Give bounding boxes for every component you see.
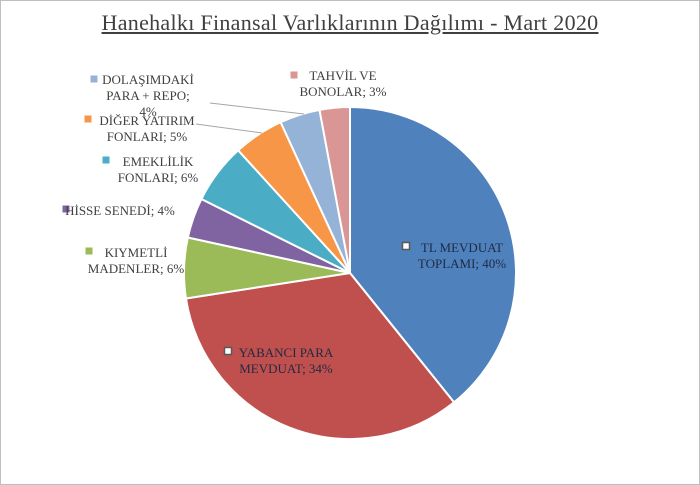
- leader-line: [209, 102, 305, 115]
- pie-slice-tl-mevduat: [349, 105, 517, 404]
- data-label-line: EMEKLİLİK: [123, 154, 194, 169]
- data-label-line: DİĞER YATIRIM: [99, 113, 195, 128]
- legend-key-marker: [223, 346, 233, 356]
- data-label-hisse-senedi: HİSSE SENEDİ; 4%: [62, 203, 175, 218]
- data-label-line: BONOLAR; 3%: [299, 84, 386, 99]
- legend-key-marker: [102, 156, 110, 164]
- data-label-line: PARA + REPO;: [106, 88, 189, 103]
- data-label-line: FONLARI; 5%: [107, 129, 188, 144]
- data-label-line: HİSSE SENEDİ; 4%: [65, 203, 175, 218]
- data-label-yabanci-para-mevduat: YABANCI PARA MEVDUAT; 34%: [223, 345, 334, 376]
- data-label-line: FONLARI; 6%: [118, 170, 199, 185]
- data-label-text: YABANCI PARA MEVDUAT; 34%: [239, 345, 334, 376]
- data-label-line: MADENLER; 6%: [88, 261, 185, 276]
- legend-key-marker: [85, 247, 93, 255]
- data-label-text: EMEKLİLİK FONLARI; 6%: [118, 154, 199, 185]
- data-label-text: DOLAŞIMDAKİ PARA + REPO; 4%: [102, 72, 194, 119]
- data-label-tl-mevduat: TL MEVDUAT TOPLAMI; 40%: [401, 240, 506, 271]
- data-label-line: TOPLAMI; 40%: [418, 256, 506, 271]
- data-label-line: TL MEVDUAT: [421, 240, 503, 255]
- data-label-text: TAHVİL VE BONOLAR; 3%: [299, 68, 386, 99]
- data-label-line: MEVDUAT; 34%: [239, 361, 333, 376]
- data-label-text: KIYMETLİ MADENLER; 6%: [88, 245, 185, 276]
- legend-key-marker: [84, 115, 92, 123]
- legend-key-marker: [401, 241, 411, 251]
- data-label-line: DOLAŞIMDAKİ: [102, 72, 194, 87]
- data-label-line: KIYMETLİ: [105, 245, 168, 260]
- data-label-line: TAHVİL VE: [309, 68, 376, 83]
- legend-key-marker: [62, 205, 70, 213]
- data-label-text: TL MEVDUAT TOPLAMI; 40%: [418, 240, 506, 271]
- data-label-dolasimdaki-para-repo: DOLAŞIMDAKİ PARA + REPO; 4%: [90, 72, 305, 119]
- data-label-line: YABANCI PARA: [239, 345, 334, 360]
- data-label-kiymetli-madenler: KIYMETLİ MADENLER; 6%: [85, 245, 185, 276]
- data-label-tahvil-bonolar: TAHVİL VE BONOLAR; 3%: [290, 68, 387, 99]
- data-label-line: 4%: [139, 104, 157, 119]
- legend-key-marker: [90, 75, 98, 83]
- pie-slice-yabanci-para-mevduat: [184, 271, 456, 440]
- data-label-diger-yatirim-fonlari: DİĞER YATIRIM FONLARI; 5%: [84, 113, 263, 144]
- chart-title: Hanehalkı Finansal Varlıklarının Dağılım…: [101, 10, 599, 35]
- leader-line: [195, 123, 263, 134]
- legend-key-marker: [290, 71, 298, 79]
- data-label-emeklilik-fonlari: EMEKLİLİK FONLARI; 6%: [102, 154, 199, 185]
- pie-slice-tahvil-bonolar: [318, 105, 351, 274]
- data-label-text: HİSSE SENEDİ; 4%: [65, 203, 175, 218]
- data-label-text: DİĞER YATIRIM FONLARI; 5%: [99, 113, 195, 144]
